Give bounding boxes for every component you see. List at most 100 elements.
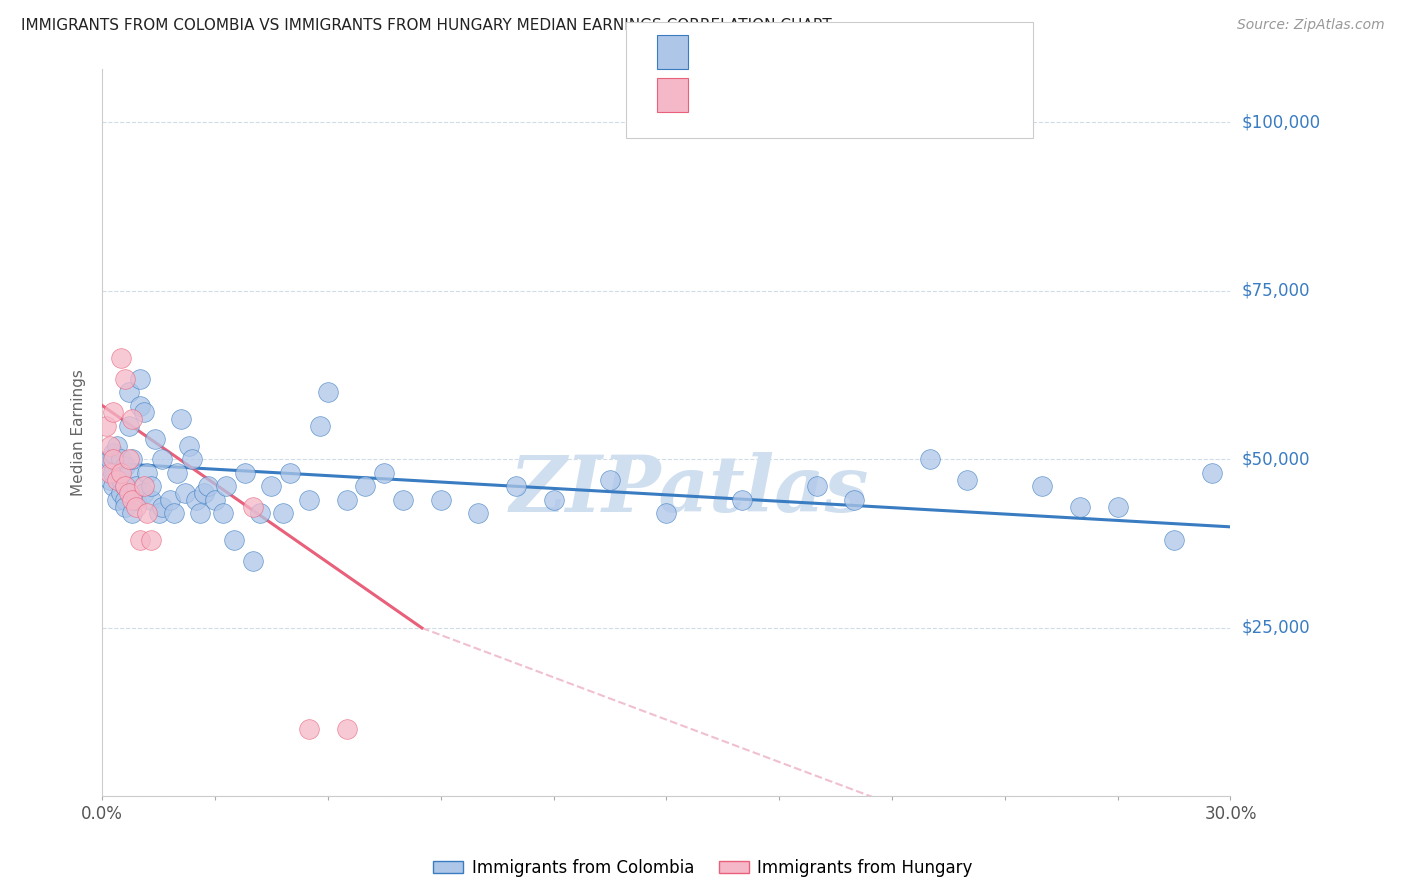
Text: $25,000: $25,000 bbox=[1241, 619, 1310, 637]
Point bbox=[543, 492, 565, 507]
Point bbox=[222, 533, 245, 548]
Text: $75,000: $75,000 bbox=[1241, 282, 1310, 300]
Point bbox=[159, 492, 181, 507]
Point bbox=[730, 492, 752, 507]
Point bbox=[128, 371, 150, 385]
Point bbox=[143, 432, 166, 446]
Point bbox=[1201, 466, 1223, 480]
Point bbox=[170, 412, 193, 426]
Point bbox=[105, 473, 128, 487]
Point bbox=[1069, 500, 1091, 514]
Text: $50,000: $50,000 bbox=[1241, 450, 1310, 468]
Point bbox=[150, 500, 173, 514]
Point bbox=[392, 492, 415, 507]
Text: $100,000: $100,000 bbox=[1241, 113, 1320, 131]
Point bbox=[136, 507, 159, 521]
Point bbox=[103, 405, 125, 419]
Point bbox=[1107, 500, 1129, 514]
Point bbox=[271, 507, 294, 521]
Point bbox=[94, 459, 117, 474]
Text: 24: 24 bbox=[886, 87, 907, 105]
Point bbox=[148, 507, 170, 521]
Point bbox=[1163, 533, 1185, 548]
Point bbox=[336, 722, 359, 736]
Point bbox=[114, 371, 136, 385]
Point bbox=[139, 492, 162, 507]
Point bbox=[242, 500, 264, 514]
Point bbox=[163, 507, 186, 521]
Point bbox=[105, 439, 128, 453]
Point bbox=[117, 385, 139, 400]
Point bbox=[197, 479, 219, 493]
Text: ZIPatlas: ZIPatlas bbox=[509, 452, 869, 529]
Point bbox=[204, 492, 226, 507]
Point bbox=[806, 479, 828, 493]
Point bbox=[114, 479, 136, 493]
Text: 78: 78 bbox=[886, 45, 907, 62]
Point bbox=[429, 492, 451, 507]
Point bbox=[278, 466, 301, 480]
Point bbox=[599, 473, 621, 487]
Point bbox=[181, 452, 204, 467]
Point bbox=[114, 500, 136, 514]
Point bbox=[98, 466, 121, 480]
Point bbox=[103, 452, 125, 467]
Point bbox=[354, 479, 377, 493]
Point bbox=[125, 479, 148, 493]
Point bbox=[110, 452, 132, 467]
Point bbox=[110, 473, 132, 487]
Point bbox=[233, 466, 256, 480]
Point bbox=[211, 507, 233, 521]
Point bbox=[336, 492, 359, 507]
Point bbox=[121, 507, 143, 521]
Text: -0.556: -0.556 bbox=[738, 87, 792, 105]
Point bbox=[188, 507, 211, 521]
Point bbox=[114, 492, 136, 507]
Point bbox=[128, 533, 150, 548]
Point bbox=[110, 351, 132, 366]
Point bbox=[132, 479, 155, 493]
Point bbox=[505, 479, 527, 493]
Point bbox=[121, 412, 143, 426]
Point bbox=[94, 418, 117, 433]
Point bbox=[844, 492, 866, 507]
Point bbox=[117, 452, 139, 467]
Text: N =: N = bbox=[818, 45, 870, 62]
Point bbox=[298, 492, 321, 507]
Point bbox=[114, 479, 136, 493]
Text: -0.270: -0.270 bbox=[738, 45, 792, 62]
Point bbox=[918, 452, 941, 467]
Point bbox=[128, 399, 150, 413]
Point bbox=[110, 486, 132, 500]
Point bbox=[249, 507, 271, 521]
Text: N =: N = bbox=[818, 87, 870, 105]
Point bbox=[655, 507, 678, 521]
Point bbox=[114, 459, 136, 474]
Point bbox=[177, 439, 200, 453]
Point bbox=[186, 492, 208, 507]
Point bbox=[316, 385, 339, 400]
Point bbox=[125, 500, 148, 514]
Point bbox=[98, 452, 121, 467]
Point bbox=[298, 722, 321, 736]
Point bbox=[215, 479, 238, 493]
Point bbox=[110, 466, 132, 480]
Point bbox=[105, 492, 128, 507]
Point bbox=[98, 439, 121, 453]
Point bbox=[125, 492, 148, 507]
Point bbox=[121, 452, 143, 467]
Text: IMMIGRANTS FROM COLOMBIA VS IMMIGRANTS FROM HUNGARY MEDIAN EARNINGS CORRELATION : IMMIGRANTS FROM COLOMBIA VS IMMIGRANTS F… bbox=[21, 18, 832, 33]
Point bbox=[956, 473, 979, 487]
Point bbox=[139, 533, 162, 548]
Point bbox=[103, 466, 125, 480]
Point bbox=[1031, 479, 1053, 493]
Text: R =: R = bbox=[699, 87, 735, 105]
Point bbox=[117, 418, 139, 433]
Point bbox=[242, 553, 264, 567]
Point bbox=[309, 418, 332, 433]
Point bbox=[193, 486, 215, 500]
Point bbox=[150, 452, 173, 467]
Point bbox=[103, 446, 125, 460]
Point bbox=[136, 466, 159, 480]
Point bbox=[117, 466, 139, 480]
